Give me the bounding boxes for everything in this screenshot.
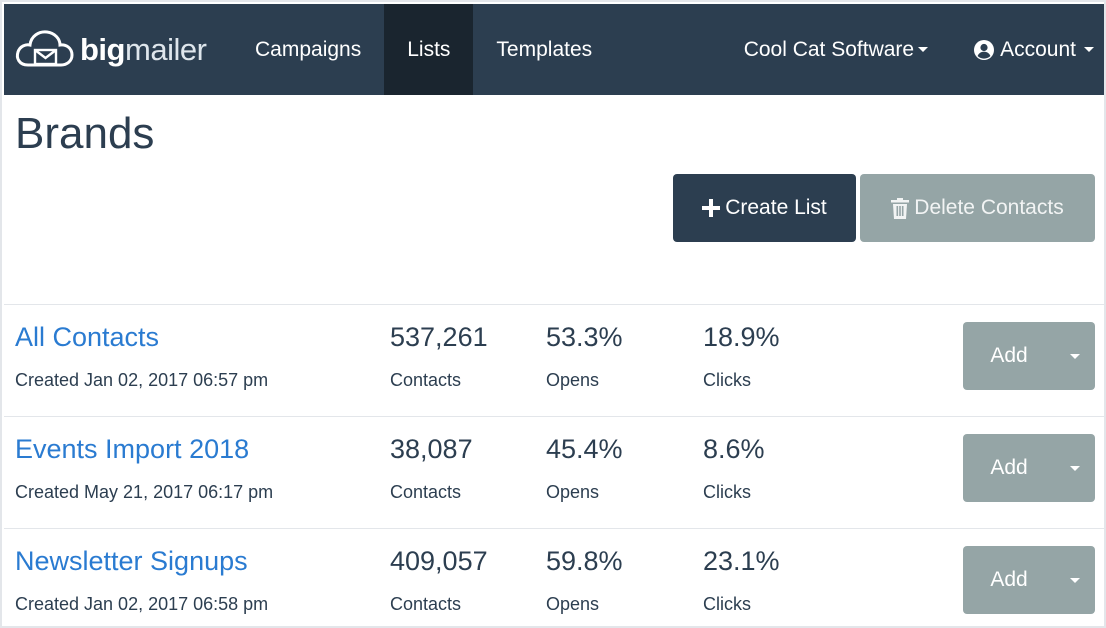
- list-name-cell: Newsletter Signups Created Jan 02, 2017 …: [15, 546, 268, 615]
- opens-rate: 45.4%: [546, 434, 623, 464]
- add-dropdown-toggle[interactable]: [1055, 546, 1095, 614]
- table-row: All Contacts Created Jan 02, 2017 06:57 …: [4, 304, 1104, 416]
- add-split-button: Add: [963, 322, 1095, 390]
- trash-icon: [891, 197, 910, 219]
- chevron-down-icon: [1070, 577, 1080, 583]
- contacts-count: 537,261: [390, 322, 488, 352]
- delete-contacts-label: Delete Contacts: [914, 196, 1064, 219]
- list-created-date: Created May 21, 2017 06:17 pm: [15, 482, 274, 502]
- list-name-link[interactable]: All Contacts: [15, 322, 160, 352]
- contacts-label: Contacts: [390, 370, 462, 390]
- opens-label: Opens: [546, 482, 600, 502]
- chevron-down-icon: [1070, 465, 1080, 471]
- table-row: Newsletter Signups Created Jan 02, 2017 …: [4, 528, 1104, 626]
- clicks-rate: 18.9%: [703, 322, 780, 352]
- org-menu[interactable]: Cool Cat Software: [721, 4, 951, 95]
- list-name-cell: All Contacts Created Jan 02, 2017 06:57 …: [15, 322, 268, 391]
- create-list-button[interactable]: Create List: [673, 174, 856, 242]
- chevron-down-icon: [918, 47, 929, 52]
- clicks-stat: 23.1% Clicks: [703, 546, 780, 615]
- opens-label: Opens: [546, 594, 600, 614]
- opens-stat: 45.4% Opens: [546, 434, 623, 503]
- clicks-rate: 23.1%: [703, 546, 780, 576]
- contacts-stat: 409,057 Contacts: [390, 546, 488, 615]
- list-created-date: Created Jan 02, 2017 06:58 pm: [15, 594, 269, 614]
- contacts-stat: 537,261 Contacts: [390, 322, 488, 391]
- list-created-date: Created Jan 02, 2017 06:57 pm: [15, 370, 269, 390]
- clicks-stat: 18.9% Clicks: [703, 322, 780, 391]
- opens-stat: 53.3% Opens: [546, 322, 623, 391]
- add-dropdown-toggle[interactable]: [1055, 322, 1095, 390]
- opens-stat: 59.8% Opens: [546, 546, 623, 615]
- create-list-label: Create List: [725, 196, 827, 219]
- list-name-link[interactable]: Newsletter Signups: [15, 546, 248, 576]
- cloud-mail-icon: [15, 29, 74, 66]
- clicks-label: Clicks: [703, 594, 751, 614]
- lists-table: All Contacts Created Jan 02, 2017 06:57 …: [4, 304, 1104, 626]
- contacts-count: 409,057: [390, 546, 488, 576]
- opens-rate: 53.3%: [546, 322, 623, 352]
- add-button[interactable]: Add: [990, 568, 1028, 591]
- chevron-down-icon: [1084, 47, 1094, 52]
- add-dropdown-toggle[interactable]: [1055, 434, 1095, 502]
- brand-name: bigmailer: [80, 31, 207, 67]
- clicks-rate: 8.6%: [703, 434, 765, 464]
- add-split-button: Add: [963, 434, 1095, 502]
- add-split-button: Add: [963, 546, 1095, 614]
- opens-label: Opens: [546, 370, 600, 390]
- plus-icon: [702, 199, 721, 217]
- add-button[interactable]: Add: [990, 456, 1028, 479]
- opens-rate: 59.8%: [546, 546, 623, 576]
- user-circle-icon: [974, 39, 995, 60]
- clicks-stat: 8.6% Clicks: [703, 434, 765, 503]
- contacts-label: Contacts: [390, 482, 462, 502]
- delete-contacts-button[interactable]: Delete Contacts: [860, 174, 1095, 242]
- contacts-count: 38,087: [390, 434, 473, 464]
- nav-spacer: [615, 4, 721, 95]
- list-name-link[interactable]: Events Import 2018: [15, 434, 250, 464]
- page-title: Brands: [15, 109, 155, 158]
- top-navbar: bigmailer Campaigns Lists Templates Cool…: [4, 4, 1104, 95]
- account-menu[interactable]: Account: [951, 4, 1104, 95]
- table-row: Events Import 2018 Created May 21, 2017 …: [4, 416, 1104, 528]
- list-name-cell: Events Import 2018 Created May 21, 2017 …: [15, 434, 273, 503]
- contacts-stat: 38,087 Contacts: [390, 434, 473, 503]
- contacts-label: Contacts: [390, 594, 462, 614]
- nav-lists[interactable]: Lists: [384, 4, 474, 95]
- add-button[interactable]: Add: [990, 344, 1028, 367]
- nav-templates[interactable]: Templates: [496, 37, 593, 61]
- brand-logo[interactable]: bigmailer: [4, 4, 232, 95]
- nav-campaigns[interactable]: Campaigns: [255, 37, 362, 61]
- chevron-down-icon: [1070, 353, 1080, 359]
- clicks-label: Clicks: [703, 370, 751, 390]
- clicks-label: Clicks: [703, 482, 751, 502]
